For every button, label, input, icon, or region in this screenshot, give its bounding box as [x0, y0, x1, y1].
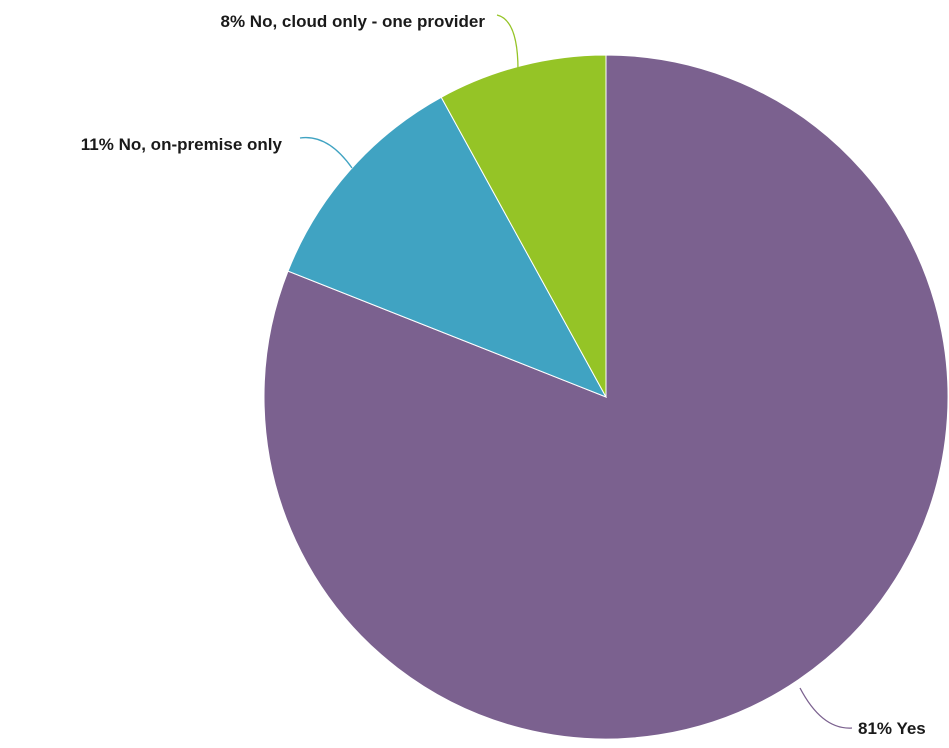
leader-line-on-premise-only — [299, 136, 353, 169]
slice-on-premise-only — [287, 96, 608, 398]
slice-label-on-premise-only: 11% No, on-premise only — [81, 135, 283, 154]
leader-line-yes — [799, 687, 853, 729]
labels-layer: 81% Yes 11% No, on-premise only 8% No, c… — [81, 12, 926, 738]
slice-cloud-only-one-provider — [440, 54, 607, 398]
leader-line-cloud-only-one-provider — [496, 14, 519, 71]
leader-lines-layer — [299, 14, 853, 729]
slice-label-yes: 81% Yes — [858, 719, 926, 738]
slice-label-cloud-only-one-provider: 8% No, cloud only - one provider — [221, 12, 486, 31]
slices-layer — [263, 54, 949, 740]
